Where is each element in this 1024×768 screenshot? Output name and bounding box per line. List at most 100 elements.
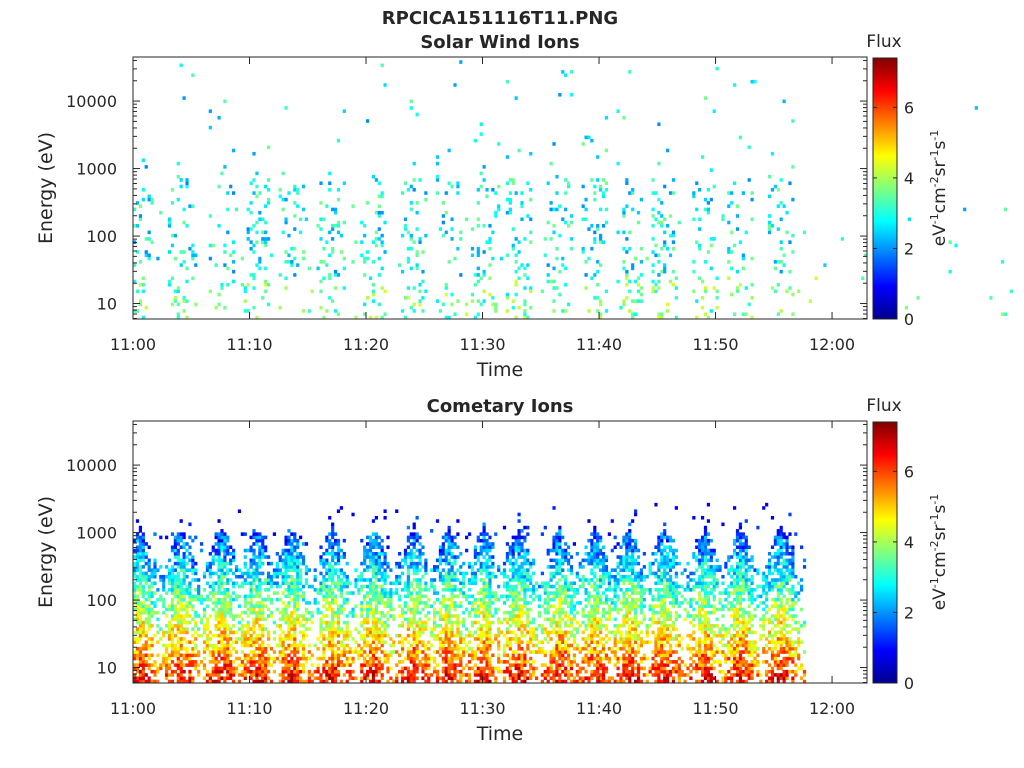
flux-cell [214,532,218,536]
flux-cell [170,568,175,572]
flux-cell [628,230,632,235]
flux-cell [185,299,189,303]
flux-cell [333,610,338,615]
flux-cell [261,650,265,654]
flux-cell [159,637,163,641]
flux-cell [345,660,349,664]
flux-cell [185,627,189,631]
flux-cell [418,660,422,664]
flux-cell [604,289,609,294]
flux-cell [785,289,789,294]
flux-cell [188,522,192,527]
flux-cell [706,207,711,212]
flux-cell [412,565,416,569]
flux-cell [214,305,218,310]
flux-cell [261,679,265,684]
flux-cell [290,574,294,579]
flux-cell [590,246,594,251]
flux-cell [444,282,448,287]
flux-cell [156,610,160,615]
flux-cell [584,217,588,222]
flux-cell [153,601,157,605]
flux-cell [176,594,180,599]
flux-cell [715,305,719,310]
colorbar-tick-label: 6 [904,98,914,117]
flux-cell [234,640,239,644]
flux-cell [424,627,428,631]
flux-cell [264,535,268,540]
flux-cell [380,610,384,615]
flux-cell [331,548,335,553]
flux-cell [240,624,244,628]
flux-cell [217,633,221,638]
flux-cell [415,266,419,271]
flux-cell [360,614,364,618]
flux-cell [596,296,600,300]
flux-cell [272,574,277,579]
flux-cell [377,568,381,572]
flux-cell [141,591,145,595]
flux-cell [403,666,408,671]
flux-cell [383,578,387,582]
flux-cell [252,617,256,622]
flux-cell [438,653,443,658]
flux-cell [581,246,585,251]
flux-cell [173,588,177,592]
flux-cell [360,574,364,579]
flux-cell [424,191,428,195]
flux-cell [333,627,338,631]
flux-cell [331,637,335,641]
flux-cell [447,260,451,264]
flux-cell [668,191,673,195]
flux-cell [185,279,189,284]
flux-cell [433,633,437,638]
flux-cell [374,574,378,579]
flux-cell [223,545,227,550]
flux-cell [767,174,772,179]
flux-cell [377,181,381,186]
flux-cell [159,578,163,582]
flux-cell [715,276,719,280]
flux-cell [266,145,271,149]
flux-cell [138,588,143,592]
flux-cell [348,656,352,661]
flux-cell [232,614,236,618]
flux-cell [217,640,221,644]
figure-title: RPCICA151116T11.PNG [382,8,618,29]
flux-cell [147,604,151,608]
flux-cell [398,660,402,664]
flux-cell [494,214,498,218]
flux-cell [217,552,221,556]
flux-cell [293,256,297,261]
flux-cell [220,650,224,654]
flux-cell [730,266,734,271]
flux-cell [182,96,186,100]
flux-cell [386,545,390,550]
flux-cell [167,627,172,631]
flux-cell [226,548,230,553]
flux-cell [229,666,233,671]
flux-cell [377,565,381,569]
flux-cell [217,292,221,297]
flux-cell [194,597,198,602]
flux-cell [246,601,250,605]
flux-cell [319,558,323,563]
flux-cell [144,542,148,546]
flux-cell [333,601,338,605]
flux-cell [179,594,183,599]
flux-cell [328,643,332,648]
flux-cell [179,578,183,582]
flux-cell [596,178,600,182]
flux-cell [232,552,236,556]
flux-cell [293,591,297,595]
flux-cell [290,650,294,654]
flux-cell [412,597,416,602]
flux-cell [374,561,378,566]
flux-cell [604,220,609,225]
flux-cell [261,545,265,550]
flux-cell [342,584,346,589]
flux-cell [628,246,632,251]
flux-cell [156,568,160,572]
flux-cell [666,224,670,228]
flux-cell [170,565,175,569]
